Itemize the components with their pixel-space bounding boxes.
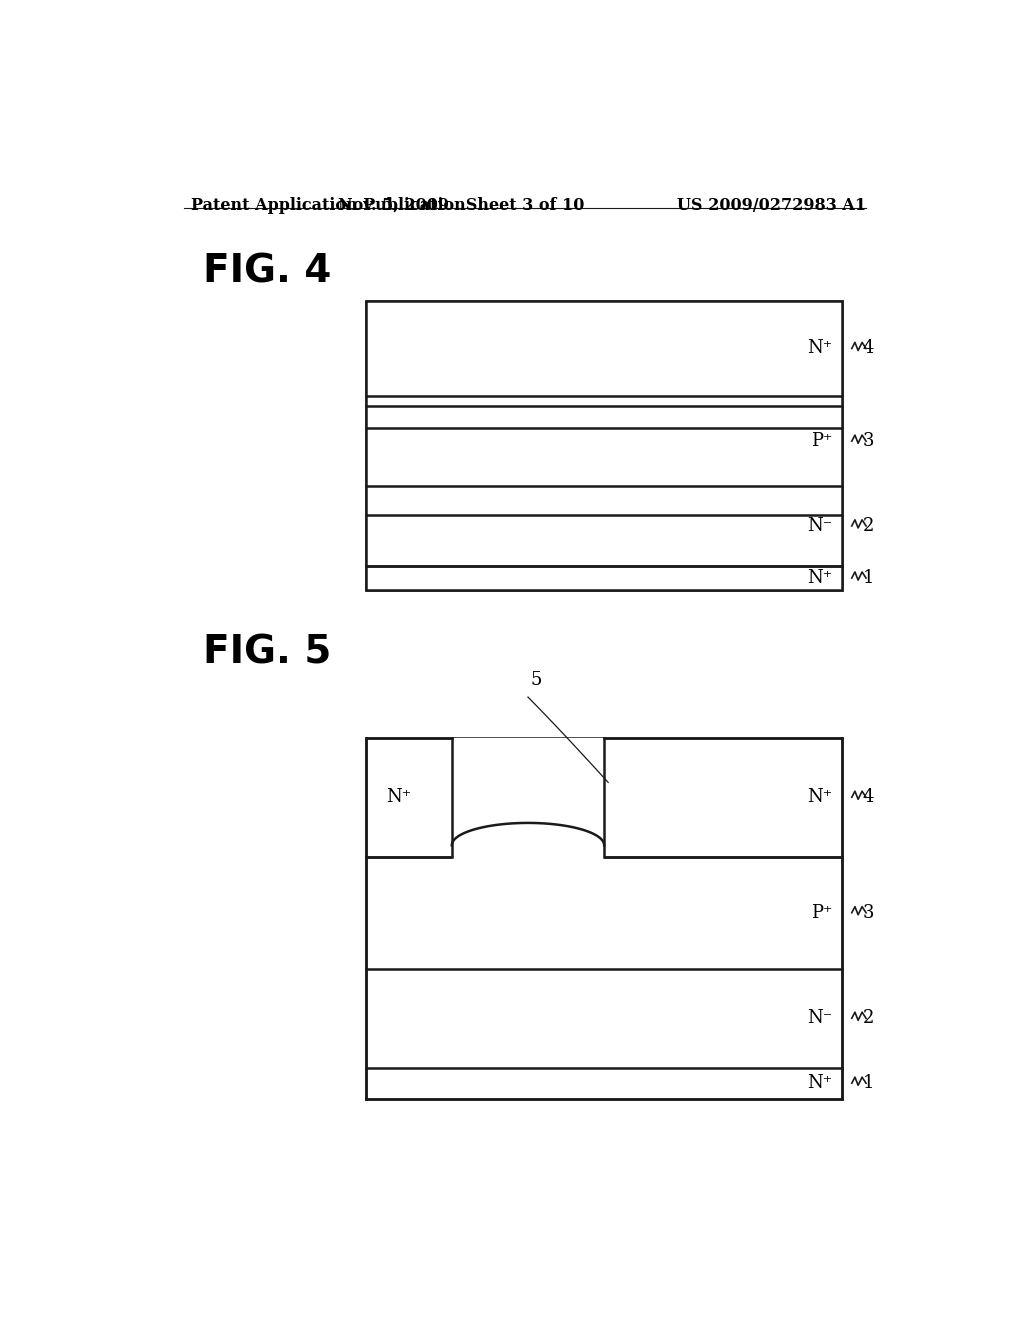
Text: 2: 2 bbox=[863, 1010, 874, 1027]
Text: 3: 3 bbox=[863, 904, 874, 921]
Text: N⁺: N⁺ bbox=[808, 339, 833, 358]
Text: FIG. 4: FIG. 4 bbox=[204, 252, 332, 290]
Bar bbox=[367, 301, 842, 590]
Text: N⁺: N⁺ bbox=[386, 788, 411, 807]
Text: Nov. 5, 2009   Sheet 3 of 10: Nov. 5, 2009 Sheet 3 of 10 bbox=[338, 197, 585, 214]
Text: US 2009/0272983 A1: US 2009/0272983 A1 bbox=[677, 197, 866, 214]
Text: N⁺: N⁺ bbox=[808, 1074, 833, 1092]
Text: N⁺: N⁺ bbox=[808, 569, 833, 587]
Text: P⁺: P⁺ bbox=[811, 432, 833, 450]
Text: 1: 1 bbox=[863, 1074, 874, 1092]
Text: 5: 5 bbox=[530, 671, 542, 689]
Text: 3: 3 bbox=[863, 432, 874, 450]
Text: 4: 4 bbox=[863, 788, 874, 807]
Text: P⁺: P⁺ bbox=[811, 904, 833, 921]
Text: FIG. 5: FIG. 5 bbox=[204, 634, 332, 672]
Text: 2: 2 bbox=[863, 517, 874, 535]
Bar bbox=[452, 738, 604, 867]
Text: N⁻: N⁻ bbox=[808, 517, 833, 535]
Text: 4: 4 bbox=[863, 339, 874, 358]
Bar bbox=[367, 738, 842, 1098]
Text: N⁺: N⁺ bbox=[808, 788, 833, 807]
Bar bbox=[452, 854, 604, 859]
Bar bbox=[367, 301, 842, 590]
Text: N⁻: N⁻ bbox=[808, 1010, 833, 1027]
Text: 1: 1 bbox=[863, 569, 874, 587]
Text: Patent Application Publication: Patent Application Publication bbox=[191, 197, 466, 214]
